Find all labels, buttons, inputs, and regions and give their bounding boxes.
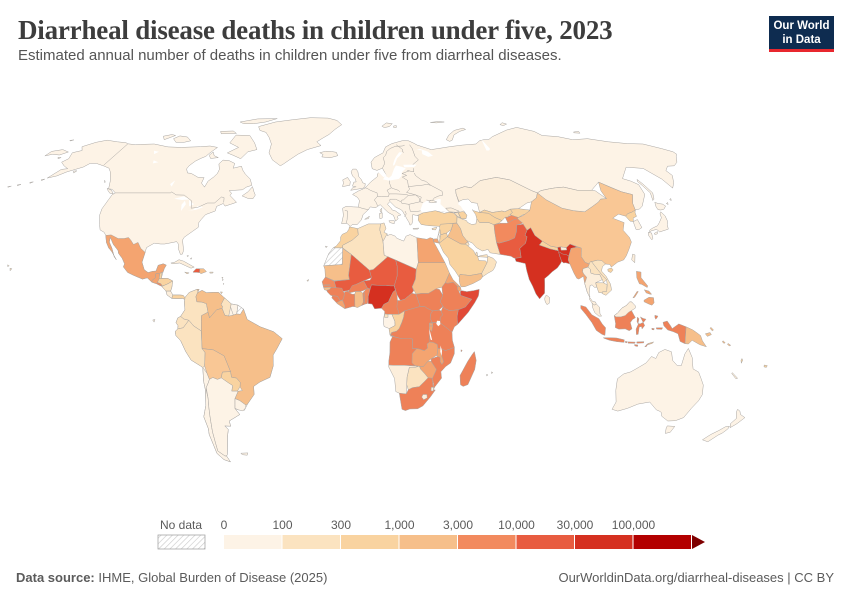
svg-text:30,000: 30,000 — [557, 518, 594, 532]
svg-text:300: 300 — [331, 518, 351, 532]
svg-text:1,000: 1,000 — [384, 518, 414, 532]
svg-text:No data: No data — [160, 518, 202, 532]
svg-text:3,000: 3,000 — [443, 518, 473, 532]
svg-text:0: 0 — [221, 518, 228, 532]
svg-text:10,000: 10,000 — [498, 518, 535, 532]
svg-text:100,000: 100,000 — [612, 518, 656, 532]
svg-text:100: 100 — [272, 518, 292, 532]
